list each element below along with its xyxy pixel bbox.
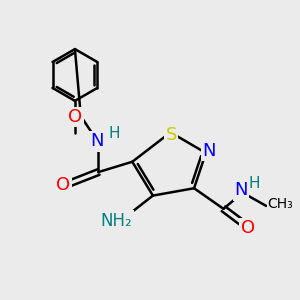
Text: S: S [165, 126, 177, 144]
Text: N: N [234, 181, 248, 199]
Text: O: O [68, 108, 83, 126]
Text: CH₃: CH₃ [268, 196, 293, 211]
Text: H: H [108, 126, 119, 141]
Text: NH₂: NH₂ [101, 212, 133, 230]
Text: O: O [56, 176, 70, 194]
Text: H: H [249, 176, 260, 191]
Text: N: N [90, 132, 104, 150]
Text: N: N [202, 142, 215, 160]
Text: O: O [241, 219, 255, 237]
